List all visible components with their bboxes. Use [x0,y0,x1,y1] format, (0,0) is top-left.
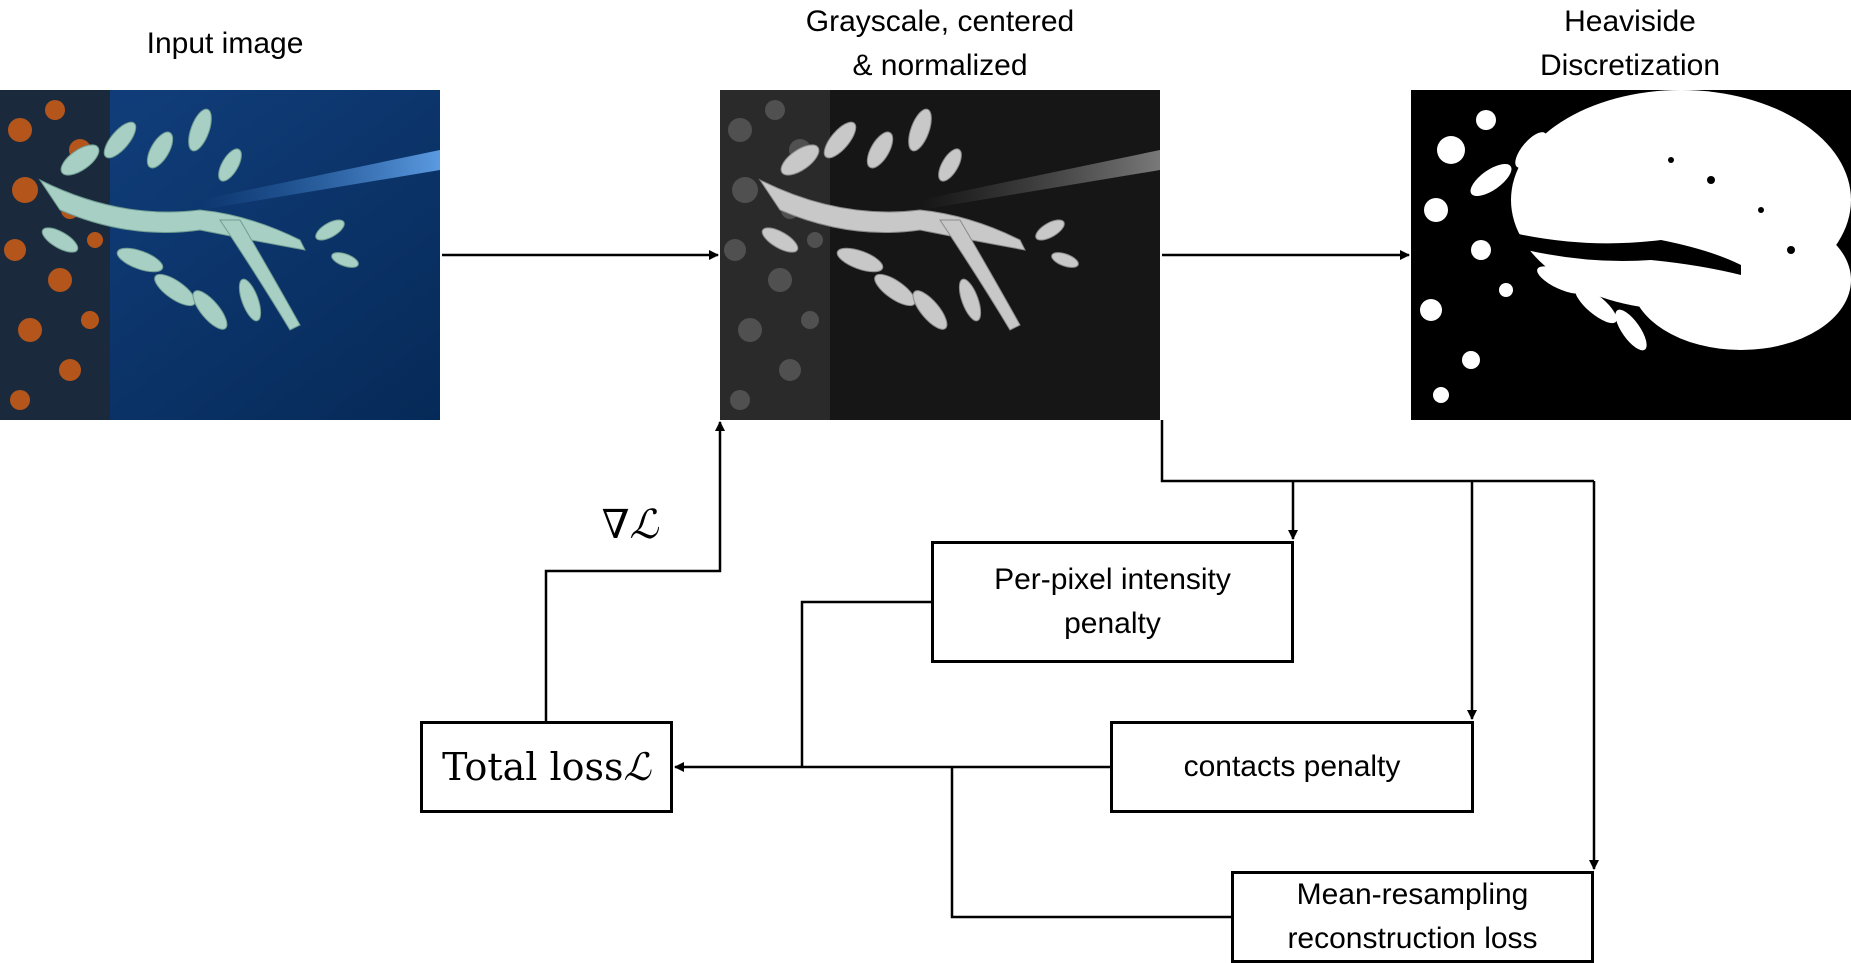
line-from-intensity [800,600,931,767]
branch-trunk [1160,420,1594,483]
intensity-penalty-box: Per-pixel intensity penalty [931,541,1294,663]
heaviside-caption: Heaviside Discretization [1539,5,1721,82]
gradient-label: ∇ℒ [601,502,659,548]
arrow-gradient-feedback [544,421,725,721]
total-loss-box: Total loss ℒ [420,721,673,813]
input-image-caption: Input image [146,27,304,60]
grayscale-caption: Grayscale, centered & normalized [805,5,1075,82]
input-image [0,90,440,420]
loss-symbol: ℒ [623,745,651,789]
heaviside-image [1411,90,1851,420]
total-loss-text: Total loss [442,745,624,789]
contacts-penalty-box: contacts penalty [1110,721,1474,813]
grayscale-image [720,90,1160,420]
reconstruction-loss-box: Mean-resampling reconstruction loss [1231,871,1594,963]
